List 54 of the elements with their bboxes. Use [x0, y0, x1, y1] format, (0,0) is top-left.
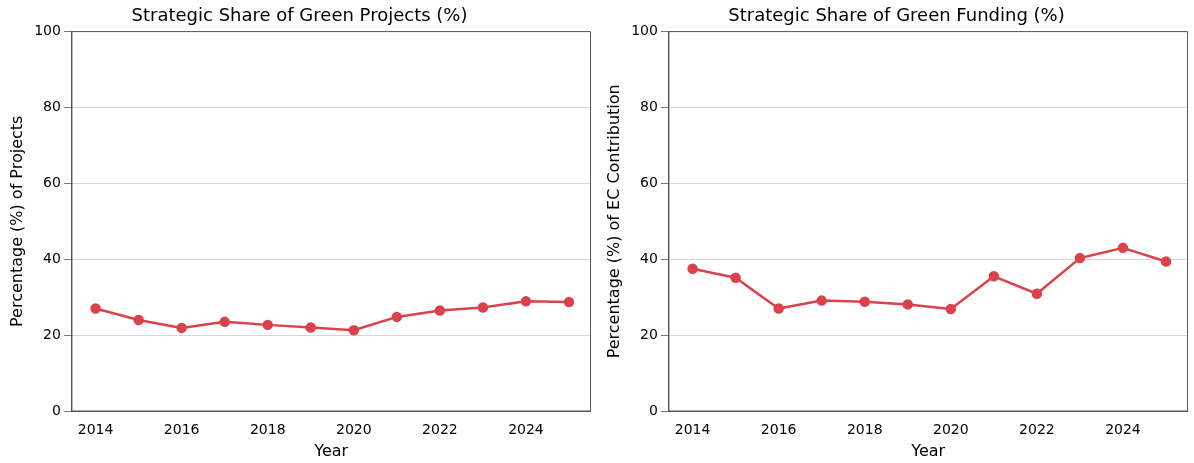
point: [1031, 288, 1043, 300]
x-tick-label: 2014: [674, 421, 711, 438]
point: [902, 299, 914, 310]
point: [305, 322, 317, 333]
x-tick-label: 2018: [846, 421, 883, 438]
y-tick-label: 80: [640, 98, 658, 115]
point: [816, 295, 827, 306]
point: [219, 316, 230, 328]
x-tick-label: 2018: [249, 421, 286, 438]
point: [348, 324, 360, 336]
point: [1160, 256, 1172, 267]
y-axis-title: Percentage (%) of Projects: [6, 115, 26, 328]
point: [391, 311, 403, 323]
y-tick-label: 40: [640, 249, 658, 266]
x-tick-label: 2016: [760, 421, 797, 438]
y-axis-title: Percentage (%) of EC Contribution: [603, 84, 623, 359]
x-tick-label: 2020: [335, 421, 372, 438]
x-tick-label: 2024: [508, 421, 544, 438]
x-tick-label: 2016: [163, 421, 200, 438]
point: [176, 322, 187, 334]
point: [520, 296, 532, 307]
point: [730, 272, 741, 284]
x-axis-title: Year: [313, 440, 349, 460]
point: [1074, 252, 1086, 264]
point: [687, 263, 698, 274]
x-tick-label: 2022: [422, 421, 458, 438]
y-tick-label: 100: [34, 22, 61, 39]
point: [859, 296, 870, 307]
chart-title: Strategic Share of Green Projects (%): [131, 4, 468, 26]
x-tick-label: 2014: [77, 421, 114, 438]
point: [434, 305, 446, 316]
y-tick-label: 40: [43, 249, 61, 266]
y-tick-label: 80: [43, 98, 61, 115]
point: [945, 303, 957, 315]
y-tick-label: 100: [631, 22, 658, 39]
x-axis-title: Year: [910, 440, 946, 460]
point: [773, 303, 784, 314]
point: [262, 319, 273, 331]
x-tick-label: 2020: [932, 421, 969, 438]
point: [133, 314, 144, 326]
y-tick-label: 20: [640, 325, 658, 342]
y-tick-label: 60: [43, 174, 61, 190]
point: [988, 271, 1000, 282]
y-tick-label: 0: [649, 401, 658, 418]
y-tick-label: 0: [52, 401, 61, 418]
point: [563, 296, 575, 308]
point: [477, 302, 489, 313]
y-tick-label: 60: [640, 174, 658, 190]
point: [1117, 242, 1129, 254]
x-tick-label: 2022: [1019, 421, 1055, 438]
y-tick-label: 20: [43, 325, 61, 342]
point: [90, 303, 101, 314]
x-tick-label: 2024: [1105, 421, 1141, 438]
chart-title: Strategic Share of Green Funding (%): [728, 4, 1065, 26]
